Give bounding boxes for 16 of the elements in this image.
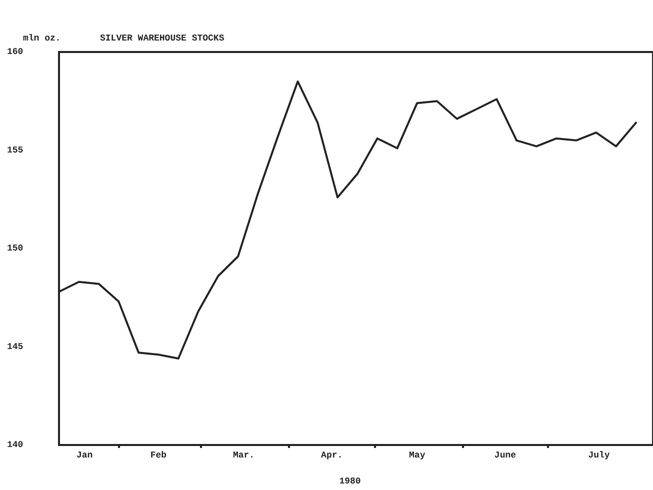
x-tick-label: Jan — [76, 450, 93, 460]
chart-title: SILVER WAREHOUSE STOCKS — [100, 34, 225, 44]
x-axis-title: 1980 — [339, 476, 361, 486]
x-tick-label: June — [494, 450, 516, 460]
x-tick-label: Feb — [150, 450, 167, 460]
x-tick-label: July — [588, 450, 610, 460]
x-tick-label: Mar. — [232, 450, 255, 460]
y-tick-label: 150 — [7, 244, 24, 254]
y-tick-label: 155 — [7, 145, 24, 156]
x-tick-label: Apr. — [321, 450, 343, 460]
y-tick-label: 160 — [7, 47, 24, 57]
y-axis-title: mln oz. — [23, 34, 61, 44]
y-tick-label: 140 — [7, 440, 24, 450]
x-tick-label: May — [409, 450, 426, 460]
line-series — [58, 80, 637, 360]
y-tick-label: 145 — [7, 342, 24, 352]
